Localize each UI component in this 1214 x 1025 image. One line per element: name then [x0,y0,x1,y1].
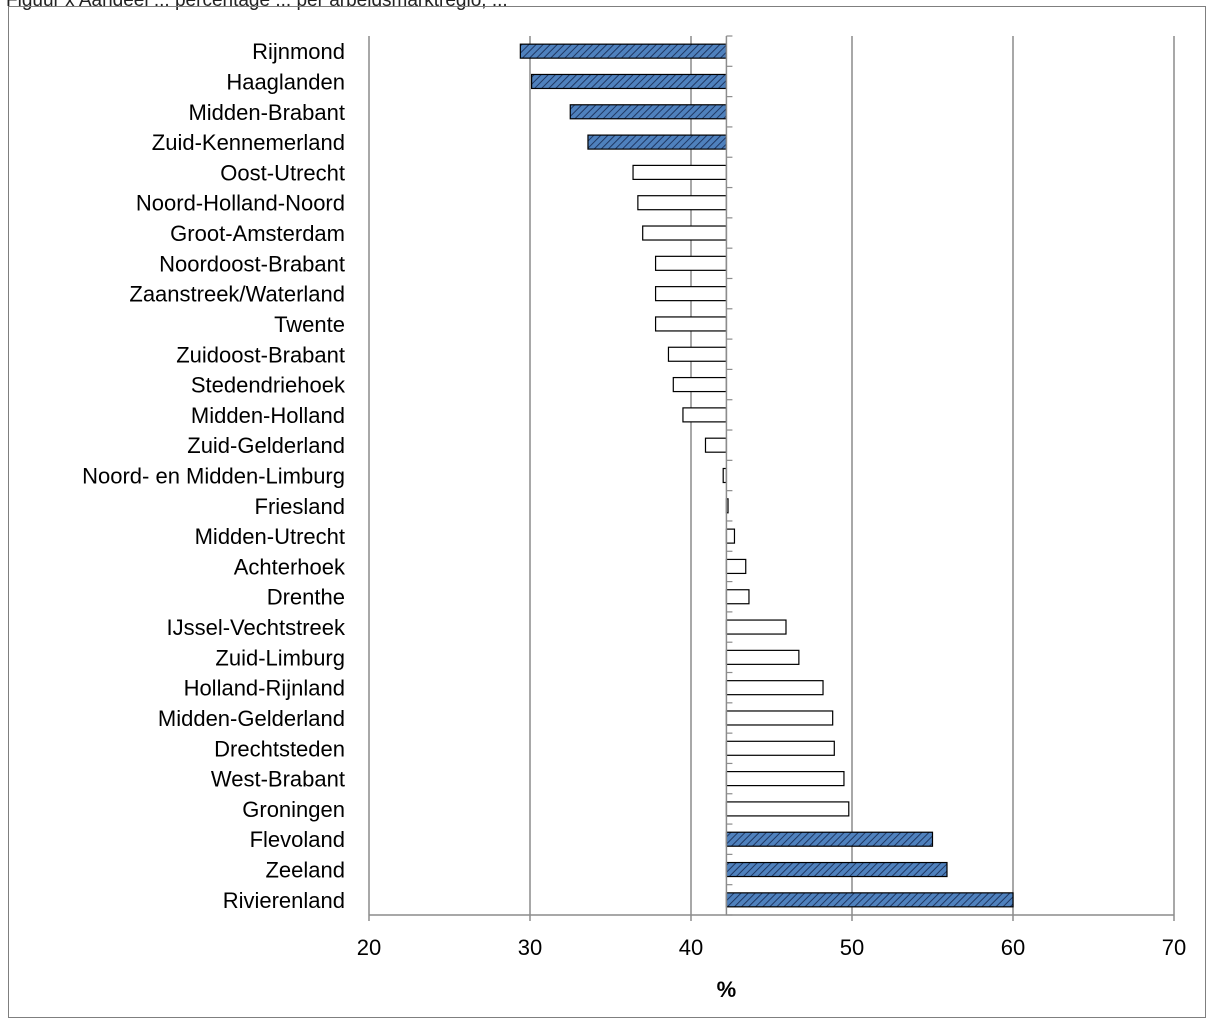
bar-midden-gelderland [725,710,834,726]
category-label: West-Brabant [211,767,345,792]
category-label: Stedendriehoek [191,373,346,398]
bar-stedendriehoek [672,376,728,393]
category-label: Noordoost-Brabant [159,251,345,276]
category-labels: Rijnmond Haaglanden Midden-Brabant Zuid-Ken… [82,39,346,913]
category-label: Zuid-Limburg [215,645,345,670]
category-label: Drenthe [267,585,345,610]
x-tick-label-70: 70 [1162,935,1186,960]
bar-ijssel-vechtstreek [725,619,787,635]
bar-haaglanden [531,73,728,90]
bar-midden-brabant [569,104,728,120]
chart-caption: Figuur x Aandeel ... percentage ... per … [6,0,508,11]
x-tick-label-30: 30 [518,935,542,960]
category-label: Rijnmond [252,39,345,64]
category-label: Noord-Holland-Noord [136,191,345,216]
bar-drenthe [725,589,750,605]
category-label: Rivierenland [223,888,345,913]
baseline-axis [725,35,733,916]
category-label: Zuid-Kennemerland [152,130,345,155]
category-label: IJssel-Vechtstreek [166,615,346,640]
category-label: Midden-Gelderland [158,706,345,731]
bar-groningen [725,801,850,817]
category-label: Zeeland [265,858,345,883]
category-label: Midden-Brabant [188,100,345,125]
bar-zaanstreek-waterland [654,286,728,302]
bar-holland-rijnland [725,680,824,696]
category-label: Zuid-Gelderland [187,433,345,458]
category-label: Twente [274,312,345,337]
category-label: Zuidoost-Brabant [176,342,345,367]
bar-noordoost-brabant [654,255,728,271]
bar-zeeland [725,861,948,878]
bar-zuid-kennemerland [587,134,728,150]
bar-drechtsteden [725,740,835,756]
bar-noord-holland-noord [637,195,728,211]
category-label: Achterhoek [234,554,346,579]
x-axis: 20 30 40 50 60 70 [357,36,1186,960]
category-label: Groningen [242,797,345,822]
category-label: Noord- en Midden-Limburg [82,464,345,489]
bars [519,43,1014,908]
category-label: Midden-Utrecht [195,524,345,549]
category-label: Zaanstreek/Waterland [129,282,345,307]
chart-frame [8,6,1206,1018]
bar-rivierenland [725,892,1014,908]
bar-zuid-gelderland [704,437,728,453]
bar-zuid-limburg [725,649,800,665]
bar-zuidoost-brabant [667,346,728,362]
category-label: Holland-Rijnland [184,676,345,701]
x-tick-label-40: 40 [679,935,703,960]
bar-achterhoek [725,558,747,575]
bar-midden-utrecht [725,528,736,544]
category-label: Haaglanden [226,69,345,94]
category-label: Drechtsteden [214,736,345,761]
x-tick-label-60: 60 [1001,935,1025,960]
category-label: Groot-Amsterdam [170,221,345,246]
category-label: Flevoland [250,827,345,852]
bar-west-brabant [725,771,845,787]
bar-twente [654,316,728,332]
gridlines [529,36,1175,915]
x-tick-label-50: 50 [840,935,864,960]
category-label: Midden-Holland [191,403,345,428]
category-label: Friesland [255,494,345,519]
x-axis-title: % [717,977,737,1002]
bar-groot-amsterdam [642,225,728,241]
category-label: Oost-Utrecht [220,160,345,185]
bar-rijnmond [519,43,728,59]
x-tick-label-20: 20 [357,935,381,960]
bar-midden-holland [682,407,728,423]
bar-oost-utrecht [632,164,728,180]
bar-flevoland [725,831,934,847]
